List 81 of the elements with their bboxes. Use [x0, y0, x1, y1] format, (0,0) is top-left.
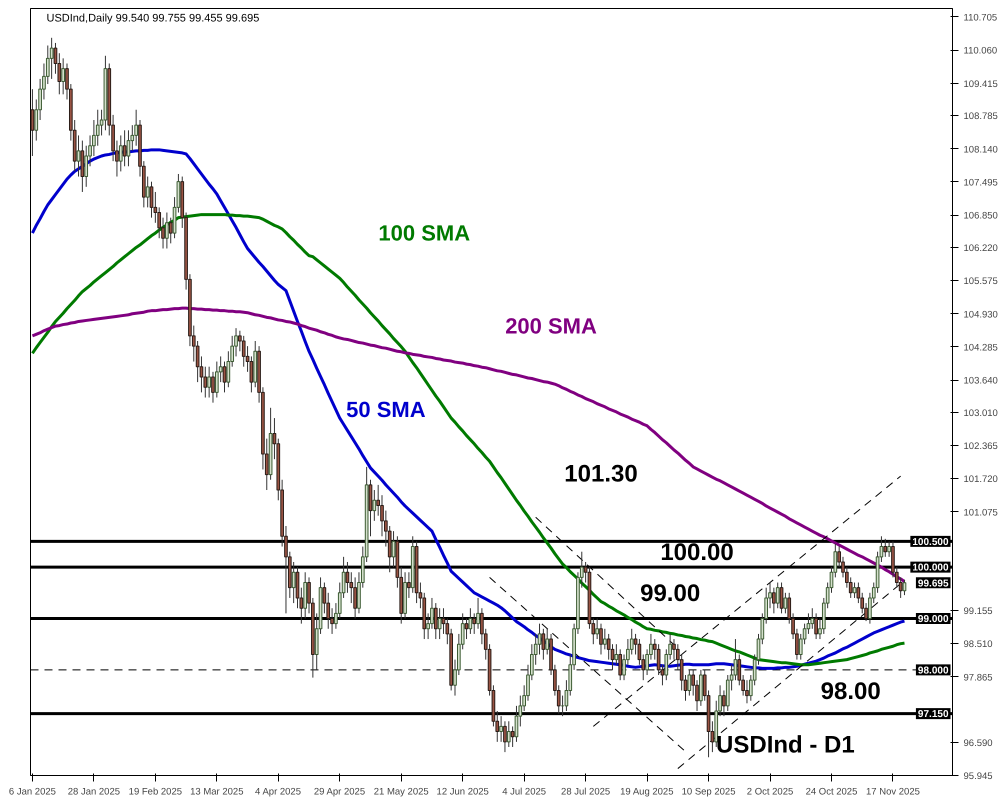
x-tick-label: 2 Oct 2025: [746, 786, 794, 798]
y-tick-label: 99.155: [964, 606, 993, 618]
candlestick: [30, 88, 34, 156]
text: 100 SMA: [378, 220, 470, 246]
x-tick-label: 28 Jan 2025: [68, 786, 120, 798]
candlestick: [76, 134, 80, 178]
candlestick: [392, 530, 396, 568]
y-tick-label: 109.415: [964, 78, 998, 90]
x-tick-label: 4 Jul 2025: [502, 786, 546, 798]
y-tick-label: 106.850: [964, 210, 998, 222]
x-tick-label: 19 Aug 2025: [620, 786, 674, 798]
candlestick: [207, 366, 211, 398]
y-tick-label: 103.640: [964, 376, 998, 387]
candlestick: [883, 538, 888, 558]
candlestick: [472, 612, 476, 634]
annotation: USDInd - D1: [716, 731, 855, 758]
ref-line-label: 98.000: [918, 665, 949, 676]
candlestick: [438, 608, 442, 640]
candlestick: [407, 572, 411, 598]
ref-line-label: 100.500: [912, 536, 949, 548]
candlestick: [902, 579, 906, 596]
y-tick-label: 110.705: [964, 12, 998, 24]
series-label: 50 SMA: [346, 396, 426, 422]
candlestick: [122, 130, 126, 167]
candlestick: [510, 726, 514, 748]
x-tick-label: 29 Apr 2025: [314, 786, 366, 798]
candlestick: [506, 720, 511, 748]
y-tick-label: 95.945: [964, 771, 993, 782]
candlestick: [165, 212, 169, 249]
x-tick-label: 4 Apr 2025: [255, 786, 302, 798]
x-tick-label: 24 Oct 2025: [806, 786, 858, 798]
candlestick: [602, 628, 607, 650]
x-tick-label: 12 Jun 2025: [436, 786, 489, 798]
candlestick: [614, 644, 618, 666]
candlestick: [499, 716, 503, 742]
candlestick: [464, 618, 468, 640]
candlestick: [852, 582, 856, 598]
y-tick-label: 104.285: [964, 342, 998, 354]
x-tick-label: 6 Jan 2025: [8, 786, 56, 798]
y-tick-label: 106.220: [964, 242, 998, 254]
x-tick-label: 10 Sep 2025: [682, 786, 736, 798]
x-tick-label: 19 Feb 2025: [128, 786, 182, 798]
y-tick-label: 96.590: [964, 738, 993, 749]
candlestick: [545, 628, 550, 655]
y-tick-label: 101.720: [964, 474, 998, 486]
y-tick-label: 102.365: [964, 441, 998, 452]
ref-line-label: 100.000: [912, 562, 949, 574]
series-label: 200 SMA: [505, 314, 598, 339]
candlestick: [887, 540, 891, 558]
x-tick-label: 28 Jul 2025: [561, 786, 610, 798]
annotation: 101.30: [564, 460, 638, 488]
text: 99.695: [918, 578, 949, 590]
x-tick-label: 21 May 2025: [374, 786, 429, 798]
y-tick-label: 104.930: [964, 309, 998, 320]
annotation: 100.00: [660, 539, 734, 566]
candlestick: [688, 669, 692, 696]
y-tick-label: 107.495: [964, 177, 998, 188]
candlestick: [784, 592, 788, 614]
y-tick-label: 110.060: [964, 46, 998, 57]
ref-line-label: 97.150: [918, 709, 949, 720]
y-tick-label: 103.010: [964, 408, 998, 419]
candlestick: [146, 176, 150, 208]
annotation: 99.00: [640, 580, 700, 607]
y-tick-label: 108.785: [964, 111, 998, 122]
y-tick-label: 105.575: [964, 276, 998, 288]
candlestick: [780, 582, 784, 614]
chart-title: USDInd,Daily 99.540 99.755 99.455 99.695: [46, 12, 260, 24]
candlestick: [353, 576, 357, 620]
candlestick: [722, 690, 726, 717]
candlestick: [292, 561, 296, 604]
candlestick: [595, 618, 599, 640]
annotation: 98.00: [820, 678, 881, 705]
y-tick-label: 98.510: [964, 639, 993, 650]
x-tick-label: 13 Mar 2025: [190, 786, 244, 798]
candlestick: [168, 217, 173, 244]
y-tick-label: 108.140: [964, 144, 998, 156]
ref-line-label: 99.000: [918, 614, 949, 626]
x-tick-label: 17 Nov 2025: [866, 786, 920, 798]
y-tick-label: 101.075: [964, 507, 998, 518]
y-tick-label: 97.865: [964, 672, 993, 684]
candlestick: [61, 58, 65, 95]
